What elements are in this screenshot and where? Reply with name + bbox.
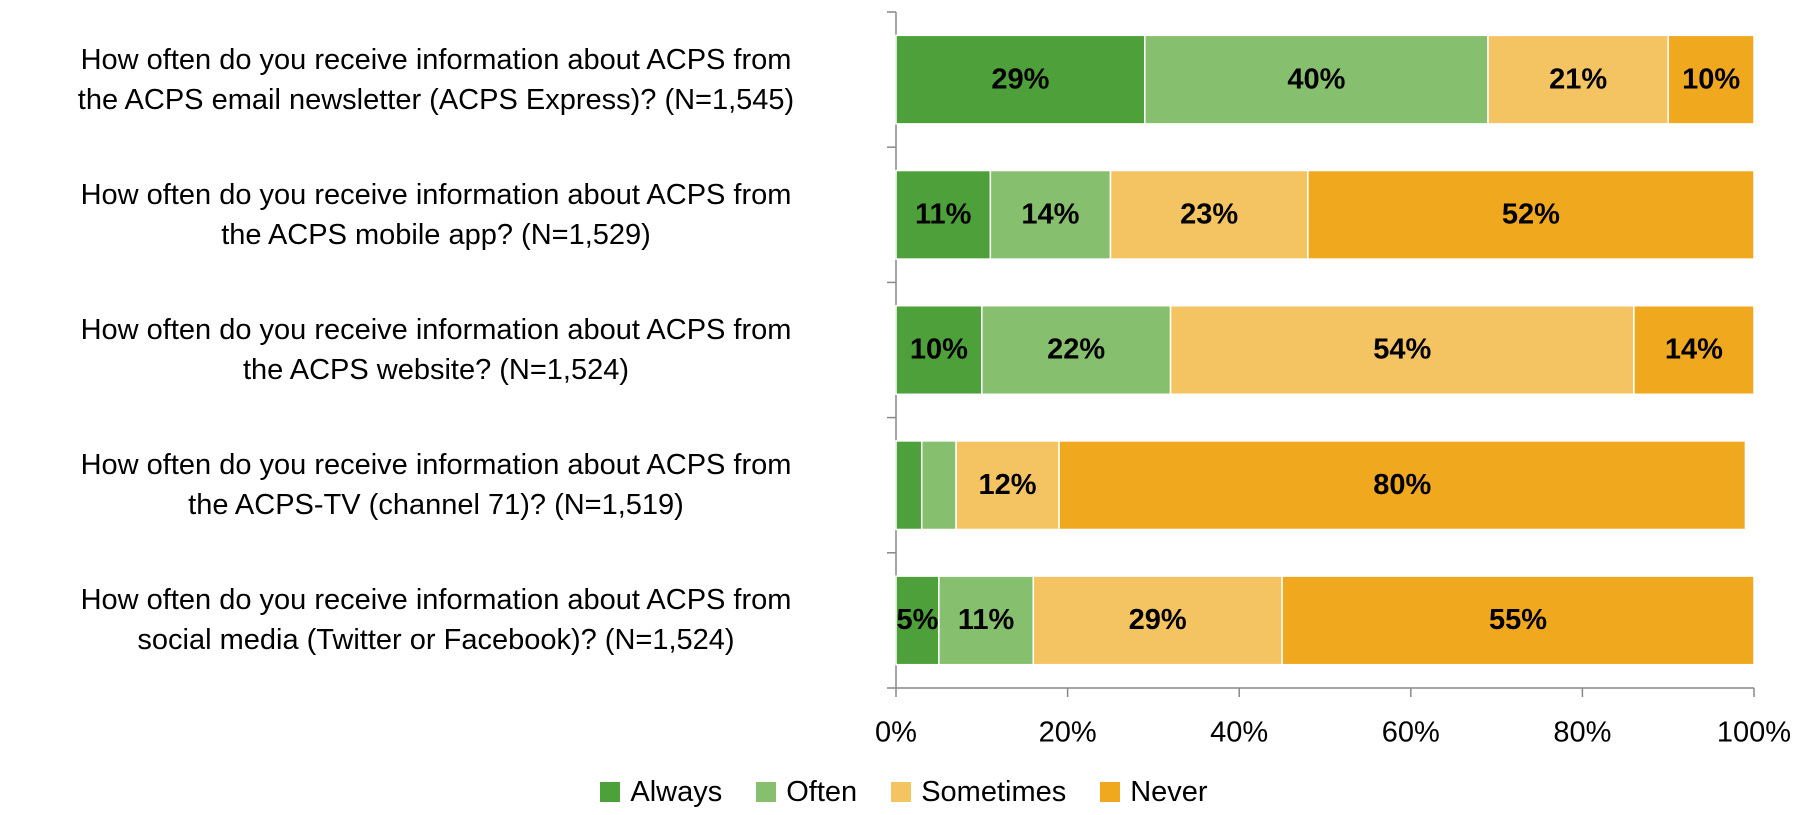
- data-label: 55%: [1489, 604, 1547, 636]
- data-label: 29%: [1129, 604, 1187, 636]
- legend: Always Often Sometimes Never: [0, 774, 1808, 810]
- x-tick-label: 60%: [1382, 717, 1440, 749]
- bar-segment: [920, 440, 957, 531]
- bar-segment: [895, 575, 940, 666]
- legend-swatch: [891, 782, 912, 802]
- data-label: 5%: [896, 604, 938, 636]
- data-label: 10%: [1682, 63, 1740, 95]
- data-label: 54%: [1373, 334, 1431, 366]
- x-tick-label: 80%: [1553, 717, 1611, 749]
- legend-item: Never: [1100, 775, 1208, 809]
- data-label: 80%: [1373, 469, 1431, 501]
- data-label: 22%: [1047, 334, 1105, 366]
- bar-segment: [1487, 34, 1669, 125]
- data-label: 11%: [958, 604, 1015, 636]
- bar-segment: [981, 304, 1172, 396]
- legend-label: Never: [1130, 775, 1208, 808]
- x-tick-label: 20%: [1039, 717, 1097, 749]
- bar-segment: [938, 575, 1035, 666]
- bar-segment: [1032, 575, 1283, 666]
- data-label: 40%: [1287, 63, 1345, 95]
- bar-segment: [955, 440, 1060, 531]
- x-tick-label: 0%: [875, 717, 917, 749]
- bar-segment: [1281, 575, 1755, 666]
- legend-swatch: [756, 782, 777, 802]
- bar-segment: [1109, 169, 1309, 260]
- category-label: How often do you receive information abo…: [77, 43, 795, 116]
- data-label: 52%: [1502, 198, 1560, 230]
- data-label: 23%: [1180, 198, 1238, 230]
- data-label: 11%: [915, 198, 972, 230]
- data-label: 29%: [991, 63, 1049, 95]
- data-label: 21%: [1549, 63, 1607, 95]
- category-label: How often do you receive information abo…: [80, 449, 792, 522]
- bar-segment: [1169, 304, 1635, 396]
- data-label: 14%: [1021, 198, 1079, 230]
- legend-swatch: [600, 782, 621, 802]
- x-tick-label: 100%: [1717, 717, 1791, 749]
- legend-item: Sometimes: [891, 776, 1066, 809]
- category-label: How often do you receive information abo…: [80, 178, 792, 251]
- bar-segment: [1667, 34, 1755, 125]
- legend-item: Always: [600, 776, 722, 809]
- category-label: How often do you receive information abo…: [80, 584, 792, 657]
- data-label: 10%: [910, 334, 968, 366]
- bar-segment: [895, 440, 923, 531]
- bar-segment: [1058, 440, 1747, 531]
- legend-label: Sometimes: [921, 775, 1067, 808]
- bar-segment: [1307, 169, 1755, 260]
- category-label: How often do you receive information abo…: [80, 314, 792, 386]
- legend-item: Often: [756, 776, 857, 809]
- x-tick-label: 40%: [1210, 717, 1268, 749]
- bar-segment: [989, 169, 1112, 260]
- bar-segment: [1633, 304, 1755, 396]
- legend-label: Often: [786, 775, 858, 808]
- legend-label: Always: [630, 775, 723, 808]
- data-label: 12%: [979, 469, 1037, 501]
- data-label: 14%: [1665, 334, 1723, 366]
- legend-swatch: [1100, 782, 1121, 802]
